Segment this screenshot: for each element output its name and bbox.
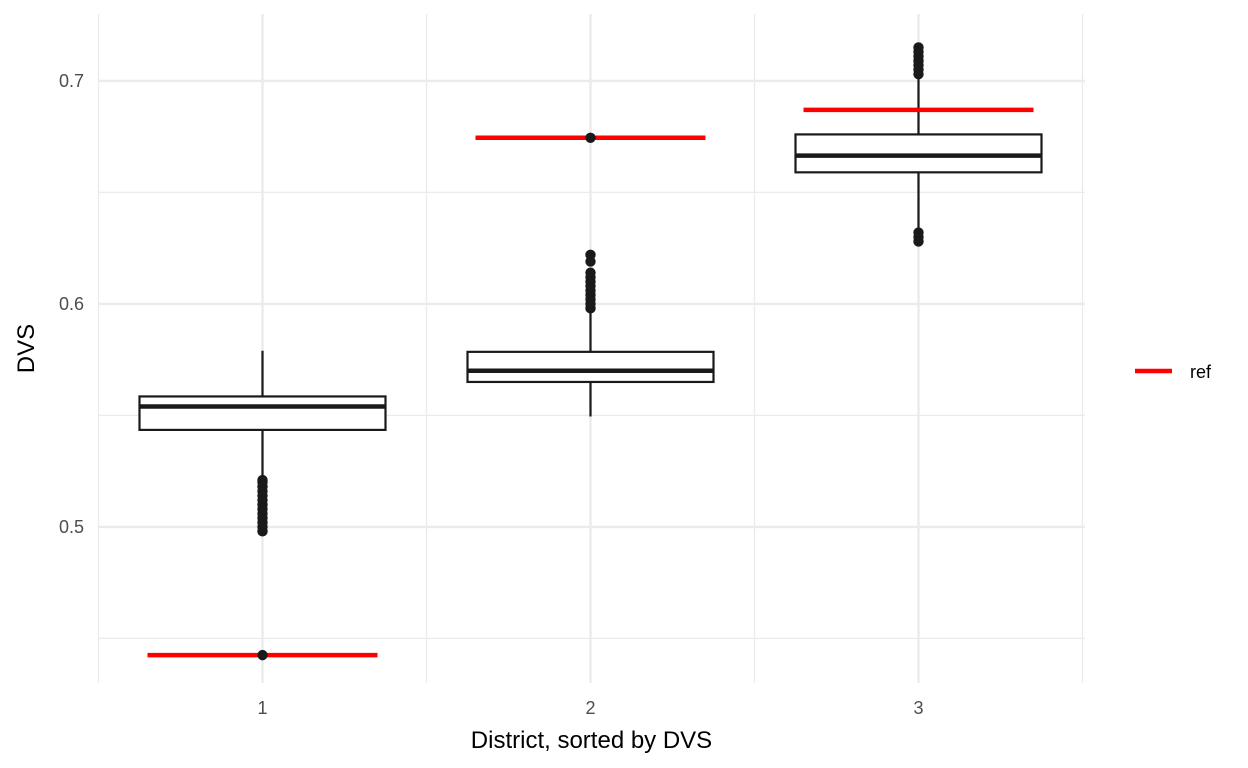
outlier-point-1 [257,474,268,486]
ref-point-1 [257,649,268,661]
x-tick-label: 3 [913,698,923,718]
ref-point-2 [585,132,596,143]
legend-label-ref: ref [1190,362,1212,382]
box-2 [466,350,715,384]
outlier-point-2 [585,249,596,261]
x-tick-label: 2 [585,698,595,718]
outlier-point-3 [913,42,924,53]
x-tick-label: 1 [257,698,267,718]
box-1 [138,395,387,431]
x-axis-title: District, sorted by DVS [471,727,712,754]
y-tick-label: 0.5 [59,517,84,537]
y-tick-label: 0.6 [59,294,84,314]
outlier-point-2 [585,267,596,278]
y-axis-title: DVS [13,324,40,373]
y-tick-label: 0.7 [59,71,84,91]
outlier-point-3 [913,227,924,238]
